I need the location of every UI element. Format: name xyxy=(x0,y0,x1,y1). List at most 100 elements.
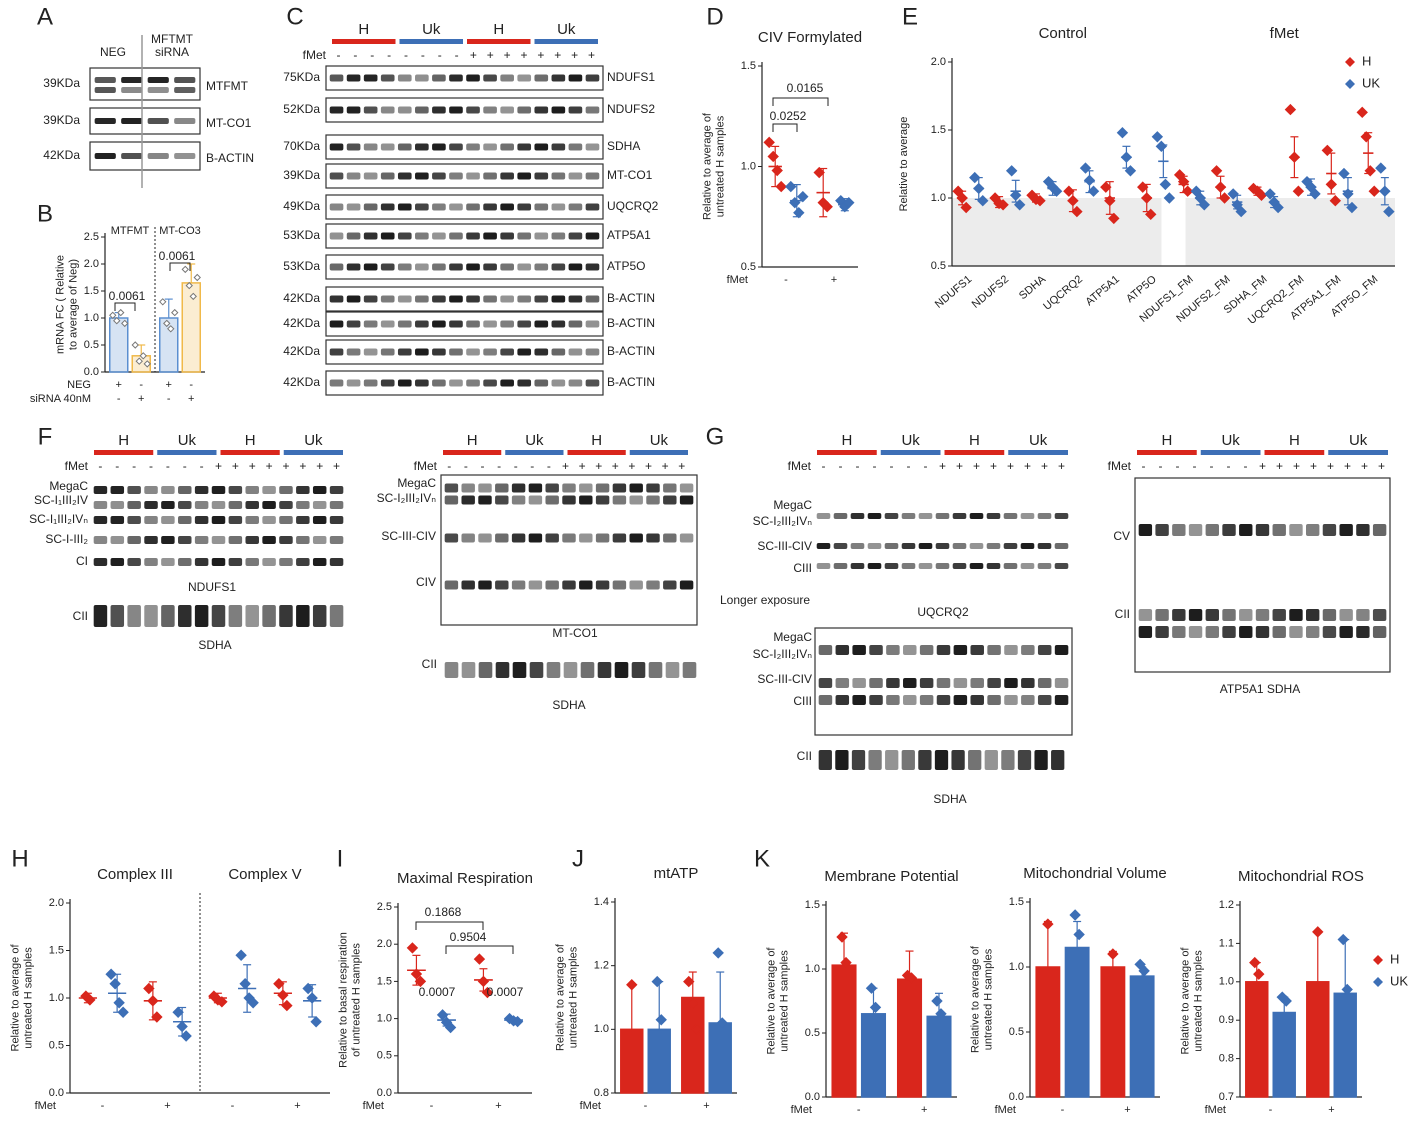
y-axis-label: of untreated H samples xyxy=(350,943,362,1057)
data-point xyxy=(1383,205,1395,218)
blot-band xyxy=(869,645,883,655)
x-row-label: siRNA 40nM xyxy=(30,393,91,405)
blot-band xyxy=(178,536,192,544)
data-point xyxy=(1264,188,1276,200)
blot-band xyxy=(444,662,459,678)
y-tick-label: 1.0 xyxy=(1219,976,1234,988)
panel-letter: B xyxy=(37,200,53,227)
x-tick-label: SDHA xyxy=(1017,273,1049,302)
blot-band xyxy=(901,750,915,770)
blot-band xyxy=(551,106,566,114)
panel-letter: K xyxy=(754,845,770,872)
group-label: H xyxy=(118,432,129,449)
blot-band xyxy=(517,263,532,271)
blot-band xyxy=(969,563,984,569)
blot-band xyxy=(329,558,344,566)
blot-band xyxy=(818,678,833,688)
y-tick-label: 0.0 xyxy=(49,1087,64,1099)
sign-label: + xyxy=(470,48,477,62)
blot-band xyxy=(483,172,497,180)
data-point xyxy=(1338,167,1350,180)
y-axis-label: Relative to average of xyxy=(765,947,777,1055)
blot-band xyxy=(432,232,446,240)
sign-label: + xyxy=(956,459,963,473)
blot-band xyxy=(461,580,475,590)
blot-band xyxy=(495,662,510,678)
blot-band xyxy=(380,74,395,82)
blot-band xyxy=(534,263,549,271)
blot-band xyxy=(296,536,310,544)
data-point xyxy=(1069,909,1081,921)
blot-band xyxy=(110,486,125,494)
group-bar xyxy=(534,39,598,44)
blot-band xyxy=(585,379,600,387)
blot-band xyxy=(483,320,497,328)
blot-band xyxy=(245,536,259,544)
group-bar xyxy=(157,450,217,455)
blot-band xyxy=(969,513,984,519)
data-point xyxy=(691,1023,703,1036)
blot-band xyxy=(478,662,493,678)
complex-label: CIV xyxy=(416,575,436,589)
blot-band xyxy=(228,536,243,544)
y-tick-label: 2.5 xyxy=(84,231,99,243)
group-bar xyxy=(567,450,626,455)
blot-band xyxy=(568,348,583,356)
p-value: 0.0007 xyxy=(487,985,524,999)
blot-band xyxy=(279,558,293,566)
data-point xyxy=(1120,151,1133,163)
group-bar xyxy=(443,450,502,455)
y-tick-label: 2.5 xyxy=(377,901,392,913)
sign-label: + xyxy=(1058,459,1065,473)
sign-label: - xyxy=(1176,459,1180,473)
sign-label: + xyxy=(487,48,494,62)
blot-band xyxy=(483,232,497,240)
blot-band xyxy=(174,153,196,159)
group-bar xyxy=(817,450,877,455)
data-point xyxy=(444,1021,457,1034)
blot-band xyxy=(1356,626,1370,638)
blot-band xyxy=(1017,750,1032,770)
blot-band xyxy=(585,232,600,240)
blot-band xyxy=(380,263,395,271)
x-tick-label: - xyxy=(117,393,121,405)
y-tick-label: 1.2 xyxy=(1219,899,1234,911)
blot-band xyxy=(969,543,984,549)
blot-band xyxy=(194,486,209,494)
blot-band xyxy=(312,605,327,627)
blot-band xyxy=(161,516,175,524)
blot-band xyxy=(495,495,509,505)
sign-label: + xyxy=(282,459,289,473)
complex-label: SC-I₂III₂IVₙ xyxy=(753,514,813,528)
data-point xyxy=(1087,185,1100,197)
blot-band xyxy=(380,106,395,114)
blot-band xyxy=(144,558,158,566)
blot-band xyxy=(1289,524,1303,536)
data-point xyxy=(1210,165,1223,177)
blot-band xyxy=(984,750,998,770)
p-value: 0.0061 xyxy=(159,249,196,263)
blot-band xyxy=(1001,750,1015,770)
sign-label: + xyxy=(1259,459,1266,473)
blot-band xyxy=(1188,524,1203,536)
blot-band xyxy=(466,348,480,356)
protein-label: UQCRQ2 xyxy=(607,199,659,213)
complex-label: SC-I₁III₂IV xyxy=(34,493,88,507)
blot-band xyxy=(903,695,917,705)
bracket xyxy=(445,945,514,954)
y-axis-label: mRNA FC ( Relative xyxy=(54,255,66,354)
protein-label: MT-CO1 xyxy=(206,116,252,130)
blot-band xyxy=(1222,609,1236,621)
blot-band xyxy=(1003,513,1018,519)
blot-band xyxy=(528,533,543,543)
data-point xyxy=(977,195,989,207)
blot-band xyxy=(94,77,116,83)
group-label: H xyxy=(493,21,504,38)
blot-band xyxy=(380,143,395,151)
legend-label: UK xyxy=(1390,973,1408,988)
blot-band xyxy=(329,486,344,494)
y-tick-label: 2.0 xyxy=(377,938,392,950)
sign-label: - xyxy=(447,459,451,473)
blot-band xyxy=(466,203,480,211)
blot-band xyxy=(245,486,259,494)
